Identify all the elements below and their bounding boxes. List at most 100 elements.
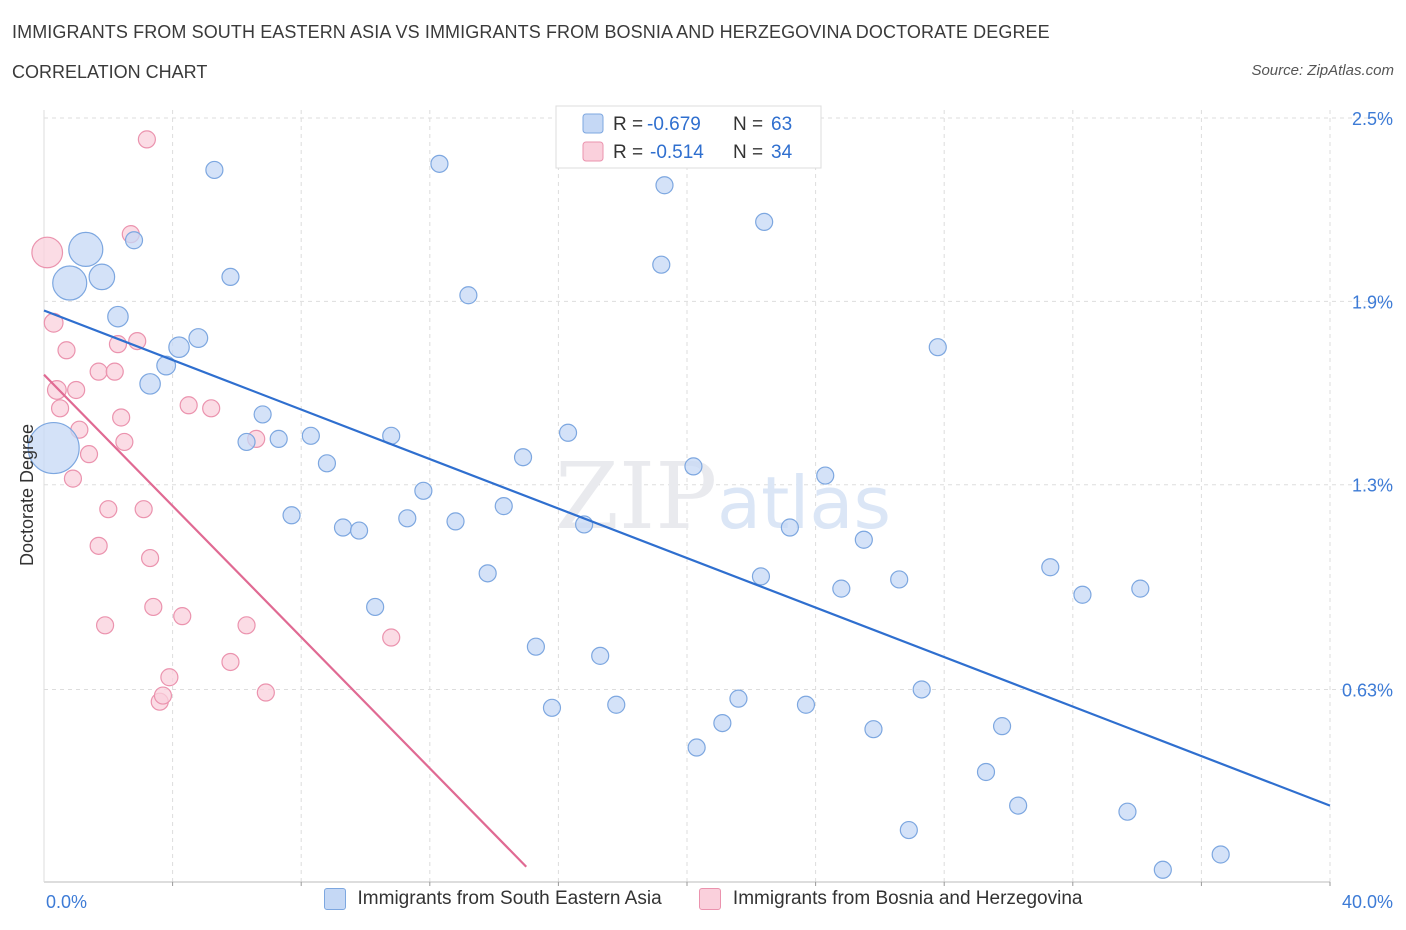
point-south-eastern-asia[interactable]	[88, 263, 116, 291]
point-south-eastern-asia[interactable]	[333, 518, 353, 537]
point-south-eastern-asia[interactable]	[729, 689, 748, 708]
point-south-eastern-asia[interactable]	[558, 423, 578, 442]
chart-subtitle: CORRELATION CHART	[12, 62, 208, 82]
legend-item-bosnia-herzegovina[interactable]: Immigrants from Bosnia and Herzegovina	[698, 888, 1082, 910]
point-south-eastern-asia[interactable]	[494, 497, 513, 516]
point-south-eastern-asia[interactable]	[446, 512, 465, 531]
point-bosnia-herzegovina[interactable]	[89, 536, 108, 555]
y-axis-title: Doctorate Degree	[17, 424, 37, 566]
point-south-eastern-asia[interactable]	[780, 518, 799, 537]
stats-swatch-blue	[582, 113, 604, 134]
point-bosnia-herzegovina[interactable]	[160, 668, 179, 687]
point-south-eastern-asia[interactable]	[237, 432, 256, 452]
point-south-eastern-asia[interactable]	[221, 267, 240, 287]
point-south-eastern-asia[interactable]	[607, 695, 626, 714]
point-south-eastern-asia[interactable]	[591, 646, 610, 665]
point-south-eastern-asia[interactable]	[755, 212, 774, 232]
point-south-eastern-asia[interactable]	[1009, 796, 1028, 815]
point-bosnia-herzegovina[interactable]	[50, 399, 70, 418]
point-bosnia-herzegovina[interactable]	[95, 616, 115, 635]
point-south-eastern-asia[interactable]	[542, 698, 562, 717]
source-label: Source: ZipAtlas.com	[1251, 62, 1394, 79]
point-south-eastern-asia[interactable]	[684, 457, 703, 476]
x-tick-label-max: 40.0%	[1342, 892, 1393, 912]
point-bosnia-herzegovina[interactable]	[99, 500, 118, 519]
point-south-eastern-asia[interactable]	[992, 717, 1012, 736]
point-bosnia-herzegovina[interactable]	[179, 396, 198, 415]
stats-n-label-pink: N =	[733, 142, 763, 163]
legend-item-south-eastern-asia[interactable]: Immigrants from South Eastern Asia	[323, 888, 662, 910]
point-bosnia-herzegovina[interactable]	[134, 500, 153, 519]
point-south-eastern-asia[interactable]	[832, 579, 851, 598]
point-south-eastern-asia[interactable]	[912, 680, 931, 699]
stats-r-label-pink: R =	[613, 142, 643, 163]
point-south-eastern-asia[interactable]	[1118, 802, 1137, 821]
point-bosnia-herzegovina[interactable]	[144, 597, 163, 617]
point-south-eastern-asia[interactable]	[168, 336, 190, 358]
point-south-eastern-asia[interactable]	[899, 820, 918, 840]
point-south-eastern-asia[interactable]	[188, 328, 209, 348]
point-south-eastern-asia[interactable]	[652, 255, 671, 274]
point-bosnia-herzegovina[interactable]	[382, 628, 401, 647]
point-bosnia-herzegovina[interactable]	[153, 686, 173, 705]
point-south-eastern-asia[interactable]	[713, 713, 732, 733]
point-south-eastern-asia[interactable]	[349, 521, 369, 540]
point-south-eastern-asia[interactable]	[156, 355, 177, 376]
point-bosnia-herzegovina[interactable]	[237, 616, 256, 635]
point-south-eastern-asia[interactable]	[269, 429, 288, 448]
point-south-eastern-asia[interactable]	[890, 570, 909, 589]
point-bosnia-herzegovina[interactable]	[31, 236, 64, 269]
point-bosnia-herzegovina[interactable]	[63, 469, 83, 488]
point-bosnia-herzegovina[interactable]	[79, 445, 99, 464]
point-bosnia-herzegovina[interactable]	[202, 399, 221, 418]
point-south-eastern-asia[interactable]	[526, 637, 545, 656]
point-south-eastern-asia[interactable]	[459, 286, 478, 305]
point-south-eastern-asia[interactable]	[864, 720, 883, 739]
point-south-eastern-asia[interactable]	[796, 695, 816, 714]
point-bosnia-herzegovina[interactable]	[57, 341, 76, 360]
point-south-eastern-asia[interactable]	[317, 454, 337, 473]
point-bosnia-herzegovina[interactable]	[221, 652, 240, 672]
point-bosnia-herzegovina[interactable]	[112, 408, 131, 427]
point-bosnia-herzegovina[interactable]	[89, 362, 108, 381]
point-south-eastern-asia[interactable]	[430, 154, 449, 173]
point-south-eastern-asia[interactable]	[107, 305, 129, 328]
point-south-eastern-asia[interactable]	[976, 762, 996, 782]
trend-layer	[43, 309, 1331, 868]
point-south-eastern-asia[interactable]	[1131, 579, 1150, 598]
point-bosnia-herzegovina[interactable]	[140, 548, 160, 568]
point-south-eastern-asia[interactable]	[1073, 585, 1092, 604]
point-south-eastern-asia[interactable]	[68, 231, 104, 268]
point-bosnia-herzegovina[interactable]	[256, 683, 275, 702]
point-south-eastern-asia[interactable]	[1211, 845, 1230, 864]
point-south-eastern-asia[interactable]	[27, 421, 80, 475]
point-south-eastern-asia[interactable]	[282, 506, 301, 525]
point-south-eastern-asia[interactable]	[687, 738, 706, 757]
point-south-eastern-asia[interactable]	[366, 597, 385, 617]
point-south-eastern-asia[interactable]	[1153, 860, 1172, 879]
y-tick-label: 1.3%	[1352, 476, 1393, 496]
point-south-eastern-asia[interactable]	[414, 481, 433, 500]
point-south-eastern-asia[interactable]	[751, 567, 771, 586]
point-south-eastern-asia[interactable]	[655, 176, 674, 195]
point-south-eastern-asia[interactable]	[205, 160, 224, 180]
point-south-eastern-asia[interactable]	[124, 231, 144, 250]
point-south-eastern-asia[interactable]	[253, 405, 272, 424]
point-south-eastern-asia[interactable]	[854, 530, 873, 549]
point-south-eastern-asia[interactable]	[52, 265, 88, 301]
legend-swatch-blue	[323, 888, 346, 910]
point-south-eastern-asia[interactable]	[398, 509, 417, 528]
point-south-eastern-asia[interactable]	[928, 338, 947, 357]
point-bosnia-herzegovina[interactable]	[137, 130, 156, 149]
point-south-eastern-asia[interactable]	[816, 466, 835, 485]
point-south-eastern-asia[interactable]	[478, 564, 497, 583]
point-bosnia-herzegovina[interactable]	[173, 607, 192, 626]
point-south-eastern-asia[interactable]	[1041, 558, 1060, 577]
point-south-eastern-asia[interactable]	[301, 426, 320, 445]
point-bosnia-herzegovina[interactable]	[46, 380, 67, 400]
point-bosnia-herzegovina[interactable]	[115, 432, 134, 452]
point-bosnia-herzegovina[interactable]	[105, 362, 124, 381]
point-south-eastern-asia[interactable]	[139, 373, 161, 395]
point-south-eastern-asia[interactable]	[513, 448, 533, 467]
point-bosnia-herzegovina[interactable]	[67, 380, 86, 400]
